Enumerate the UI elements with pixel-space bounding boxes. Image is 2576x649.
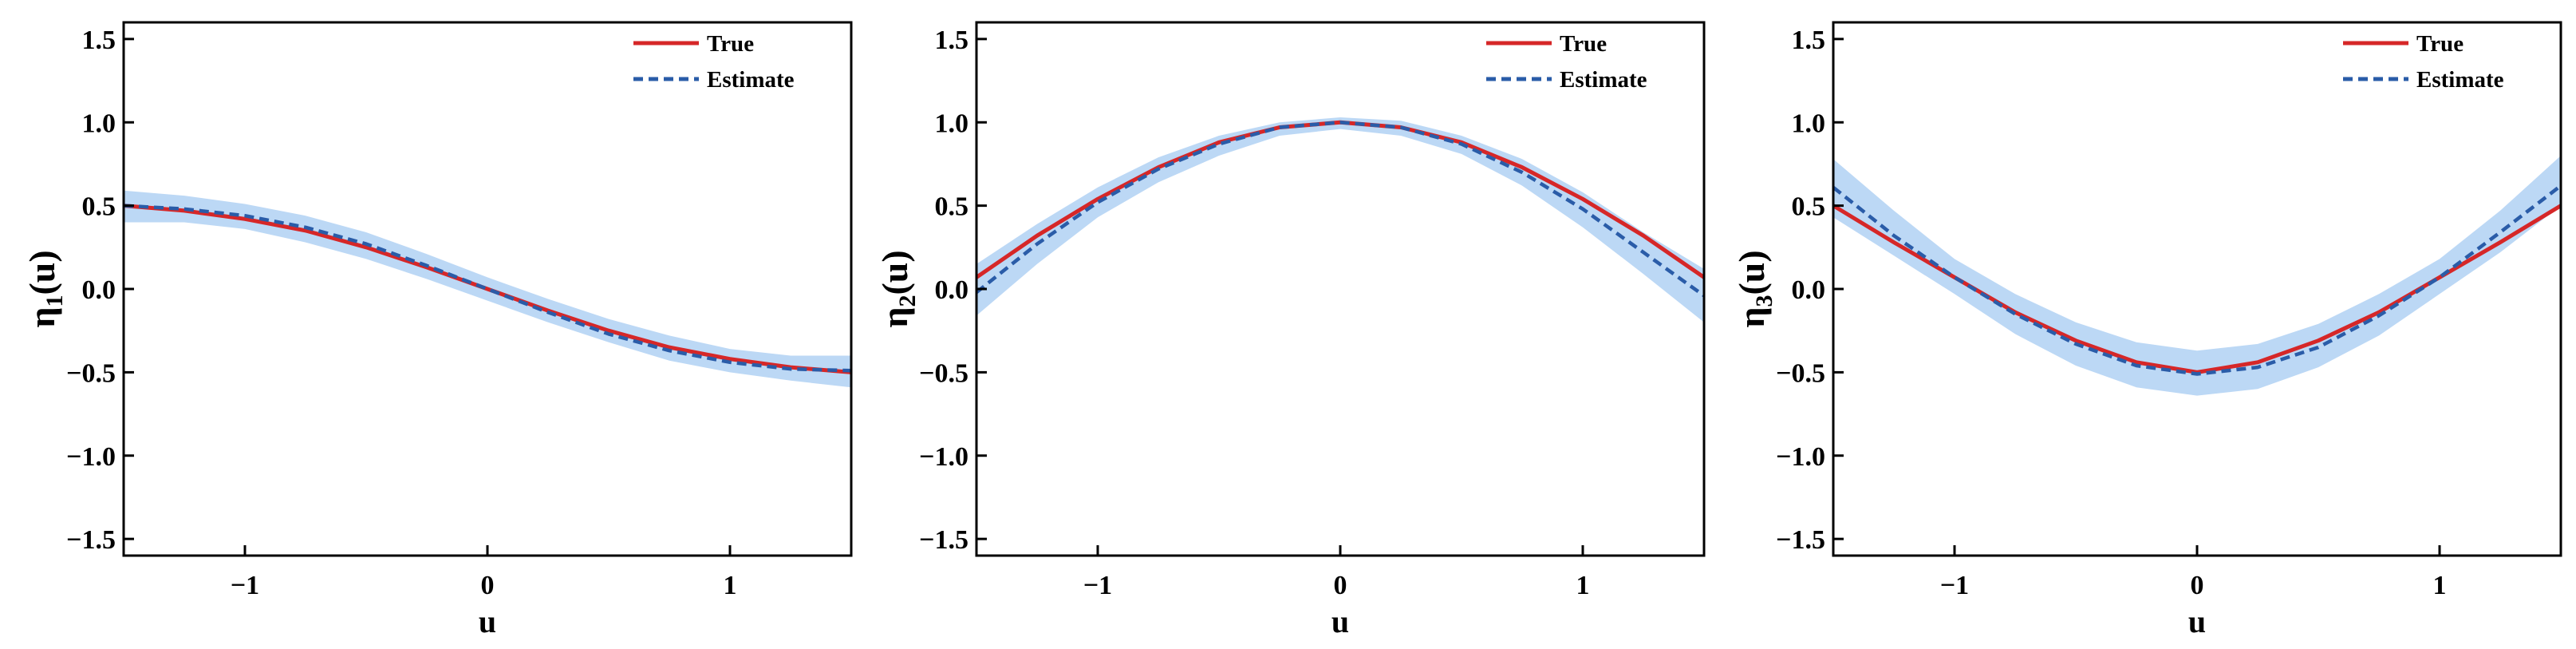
panel-1: −1 0 1 −1.5 −1.0 −0.5 0.0 0.5 1.0 1.5 u η1(u) Tru…	[22, 21, 853, 639]
plot-clip-2	[976, 117, 1704, 323]
legend-estimate-label-2: Estimate	[1560, 67, 1647, 93]
legend-estimate-label-3: Estimate	[2416, 67, 2504, 93]
plot-clip-1	[124, 190, 851, 388]
y-tick-label: −0.5	[919, 358, 968, 388]
y-tick-label: 0.5	[1792, 192, 1826, 222]
x-tick-label: 0	[2191, 571, 2204, 600]
ticks-2: −1 0 1 −1.5 −1.0 −0.5 0.0 0.5 1.0 1.5	[919, 26, 1589, 600]
y-tick-label: −1.5	[66, 525, 116, 555]
y-axis-label-3: η3(u)	[1731, 250, 1777, 327]
y-axis-label-1: η1(u)	[22, 250, 68, 327]
plot-area-3	[1833, 156, 2561, 396]
x-axis-label-2: u	[1331, 603, 1349, 639]
y-tick-label: 1.0	[935, 109, 969, 138]
series-estimate-line-2	[976, 121, 1704, 298]
y-tick-label: −1.0	[66, 442, 116, 472]
legend-true-label-3: True	[2416, 31, 2464, 57]
x-tick-label: 1	[2433, 571, 2447, 600]
legend-3: True Estimate	[2343, 31, 2504, 93]
y-tick-label: −1.5	[1776, 525, 1825, 555]
y-tick-label: −0.5	[66, 358, 116, 388]
x-tick-label: −1	[231, 571, 259, 600]
x-tick-label: 0	[481, 571, 495, 600]
axes-frame-3	[1832, 21, 2562, 557]
legend-2: True Estimate	[1486, 31, 1647, 93]
y-tick-label: −0.5	[1776, 358, 1825, 388]
y-axis-label-2: η2(u)	[874, 250, 921, 327]
y-tick-label: 1.5	[935, 26, 969, 55]
y-tick-label: 0.0	[935, 275, 969, 305]
y-tick-label: 1.5	[1792, 26, 1826, 55]
y-tick-label: −1.5	[919, 525, 968, 555]
y-tick-label: 1.0	[82, 109, 116, 138]
x-axis-label-1: u	[479, 603, 496, 639]
panel-3: −1 0 1 −1.5 −1.0 −0.5 0.0 0.5 1.0 1.5 u η3(u) Tru…	[1731, 21, 2562, 639]
legend-1: True Estimate	[633, 31, 795, 93]
y-tick-label: 1.5	[82, 26, 116, 55]
x-tick-label: 1	[1576, 571, 1590, 600]
series-estimate-line-1	[124, 204, 851, 373]
ticks-1: −1 0 1 −1.5 −1.0 −0.5 0.0 0.5 1.0 1.5	[66, 26, 736, 600]
legend-estimate-label-1: Estimate	[707, 67, 795, 93]
axes-frame-1	[122, 21, 853, 557]
legend-true-label-1: True	[707, 31, 754, 57]
legend-true-label-2: True	[1560, 31, 1607, 57]
ticks-3: −1 0 1 −1.5 −1.0 −0.5 0.0 0.5 1.0 1.5	[1776, 26, 2446, 600]
plot-area-1	[124, 190, 851, 388]
plot-area-2	[976, 117, 1704, 323]
plot-clip-3	[1833, 156, 2561, 396]
series-true-line-1	[124, 204, 851, 374]
y-tick-label: 0.5	[935, 192, 969, 222]
series-estimate-line-3	[1833, 184, 2561, 376]
confidence-band-3	[1833, 156, 2561, 396]
panel-2: −1 0 1 −1.5 −1.0 −0.5 0.0 0.5 1.0 1.5 u η2(u) Tru…	[874, 21, 1706, 639]
y-tick-label: 0.0	[82, 275, 116, 305]
y-tick-label: −1.0	[1776, 442, 1825, 472]
axes-frame-2	[975, 21, 1706, 557]
y-tick-label: 1.0	[1792, 109, 1826, 138]
x-tick-label: −1	[1940, 571, 1969, 600]
x-tick-label: 0	[1334, 571, 1347, 600]
series-true-line-3	[1833, 204, 2561, 374]
x-axis-label-3: u	[2188, 603, 2206, 639]
x-tick-label: 1	[724, 571, 737, 600]
y-tick-label: 0.0	[1792, 275, 1826, 305]
x-tick-label: −1	[1083, 571, 1112, 600]
y-tick-label: 0.5	[82, 192, 116, 222]
y-tick-label: −1.0	[919, 442, 968, 472]
